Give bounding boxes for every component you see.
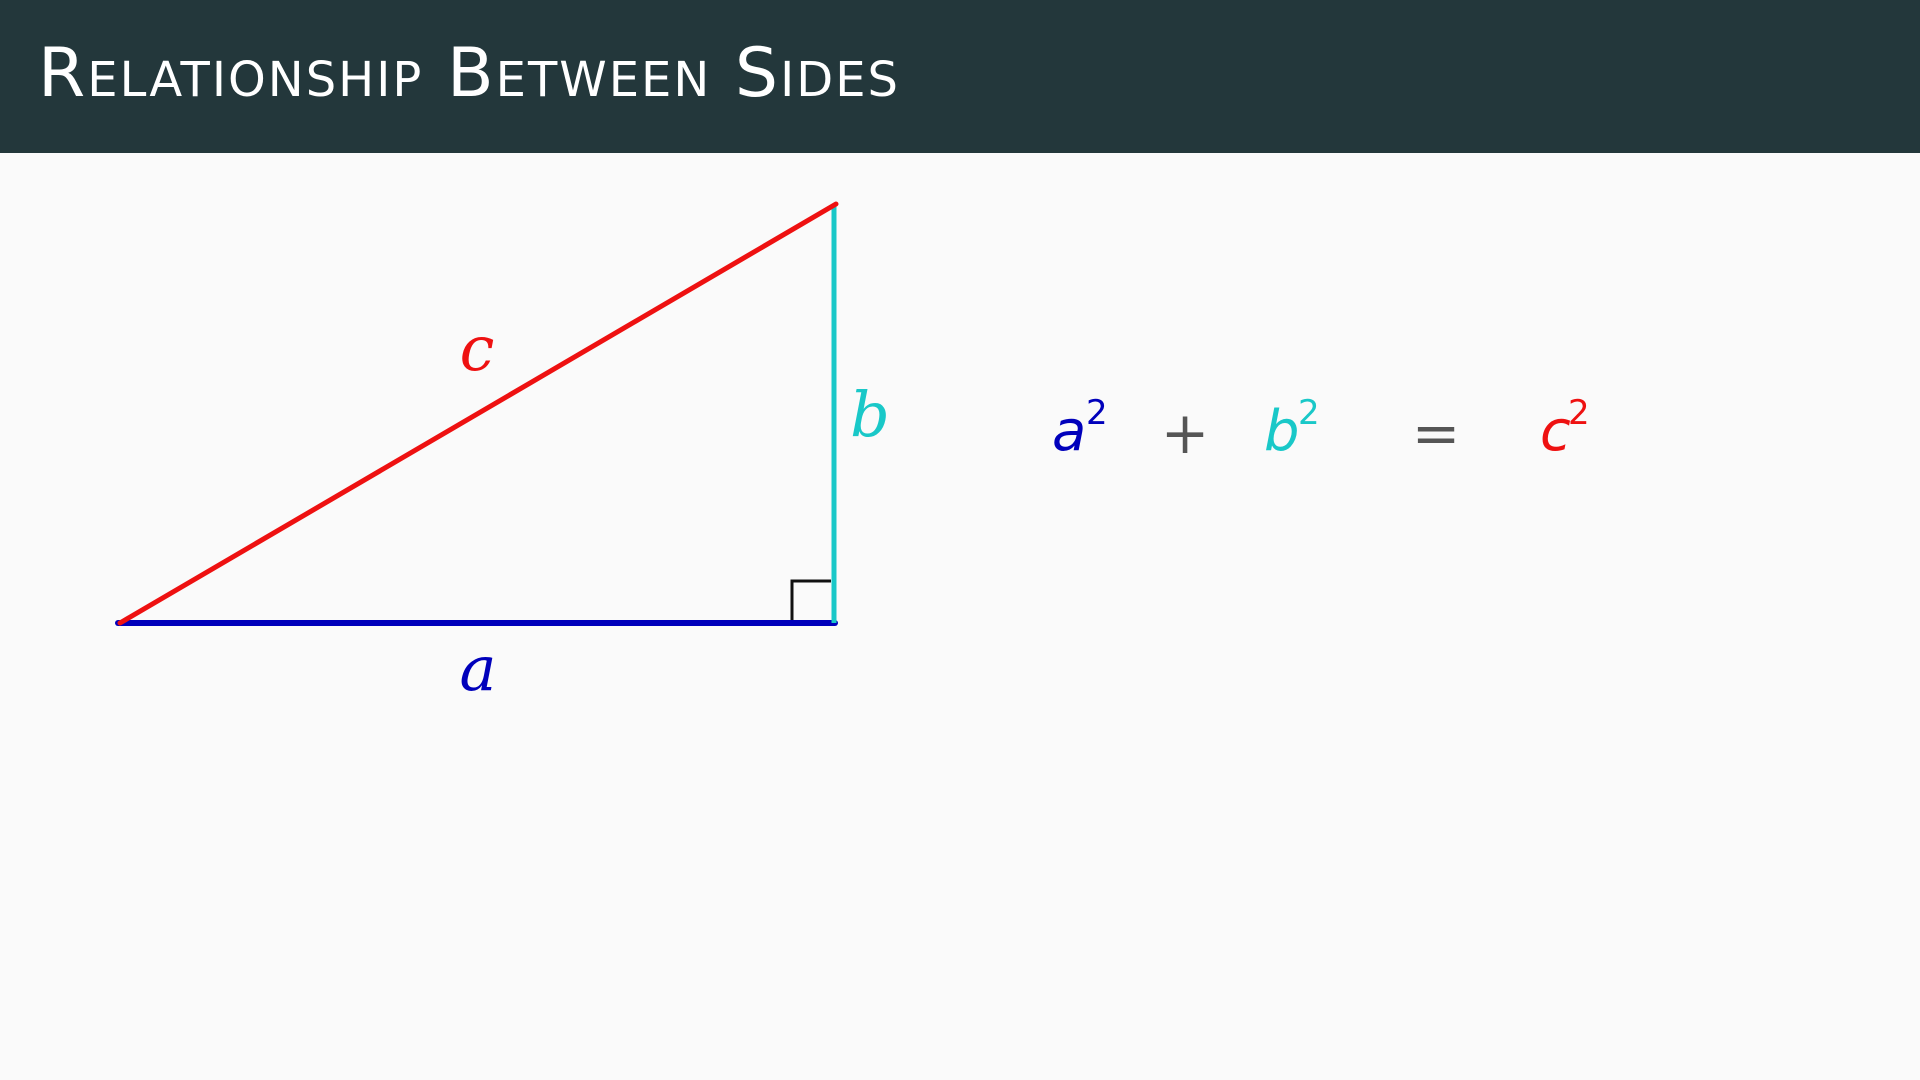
equation-term-a: a xyxy=(1052,399,1086,464)
side-b-label: b xyxy=(850,378,890,451)
equation-term-c: c xyxy=(1540,399,1571,464)
side-c-label: c xyxy=(460,312,495,385)
equation-plus-sign: + xyxy=(1161,399,1210,467)
equation-term-b: b xyxy=(1264,399,1300,464)
side-a-label: a xyxy=(460,632,497,705)
side-c-line xyxy=(117,201,839,626)
equation-term-c-exponent: 2 xyxy=(1568,393,1590,433)
pythagorean-equation: a 2 + b 2 = c 2 xyxy=(1052,393,1590,467)
equation-term-a-exponent: 2 xyxy=(1086,393,1108,433)
equation-term-b-exponent: 2 xyxy=(1298,393,1320,433)
slide-header: Relationship Between Sides xyxy=(0,0,1920,153)
equation-equals-sign: = xyxy=(1412,399,1461,467)
right-angle-marker xyxy=(790,579,831,620)
slide-title: Relationship Between Sides xyxy=(38,34,900,113)
